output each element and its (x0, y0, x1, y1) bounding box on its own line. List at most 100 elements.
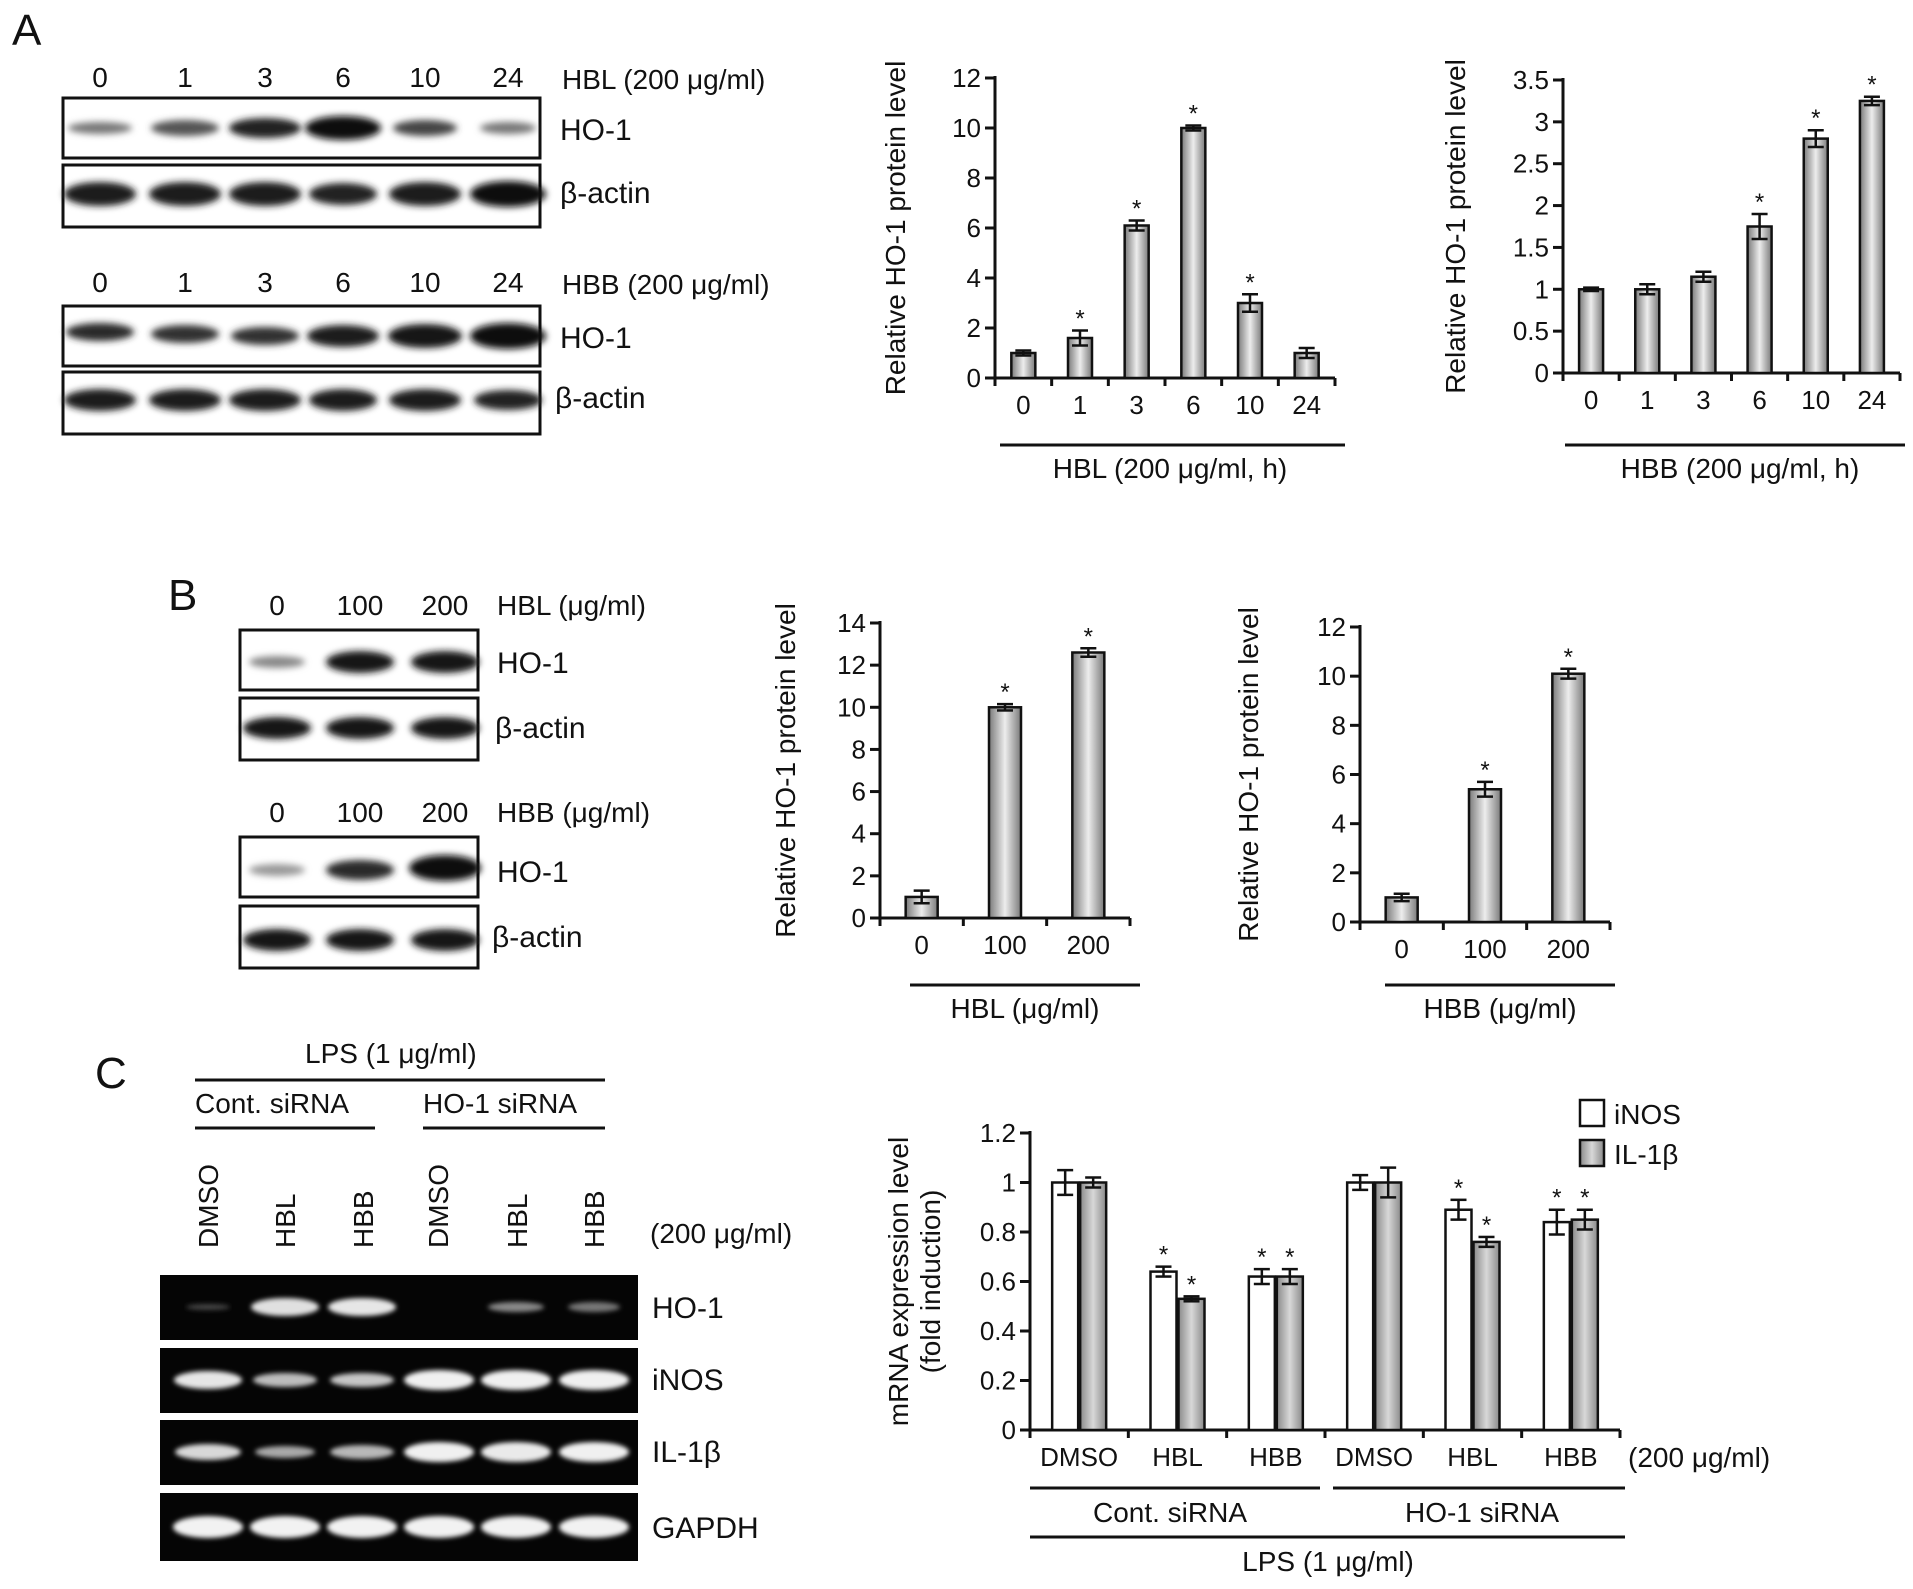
significance-star: * (1084, 623, 1093, 650)
significance-star: * (1000, 679, 1009, 706)
y-tick-label: 8 (967, 163, 981, 193)
bar (1180, 126, 1207, 380)
lane-label: 0 (92, 62, 108, 93)
x-tick-label: 100 (983, 930, 1026, 960)
y-tick-label: 2 (1332, 858, 1346, 888)
bar (1373, 1181, 1403, 1432)
gel-lane-label: HBB (579, 1190, 610, 1248)
y-axis-label: mRNA expression level (883, 1137, 914, 1426)
x-tick-label: 6 (1752, 385, 1766, 415)
x-tick-label: HBL (1152, 1442, 1203, 1472)
y-tick-label: 12 (1317, 612, 1346, 642)
y-tick-label: 3.5 (1513, 65, 1549, 95)
significance-star: * (1580, 1185, 1589, 1212)
significance-star: * (1189, 101, 1198, 128)
gel-group2: HO-1 siRNA (423, 1088, 577, 1119)
y-axis-label: Relative HO-1 protein level (1440, 59, 1471, 394)
y-axis-label: Relative HO-1 protein level (1233, 607, 1264, 942)
x-tick-label: 1 (1640, 385, 1654, 415)
y-tick-label: 8 (852, 734, 866, 764)
x-tick-label: 3 (1696, 385, 1710, 415)
y-tick-label: 12 (952, 63, 981, 93)
gel-lane-label: DMSO (423, 1164, 454, 1248)
lane-label: 0 (92, 267, 108, 298)
chart-treatment: LPS (1 μg/ml) (1242, 1546, 1414, 1577)
bar (1577, 288, 1605, 375)
y-tick-label: 2 (852, 861, 866, 891)
y-tick-label: 0 (1332, 907, 1346, 937)
bar (1690, 275, 1717, 375)
blot-row-label: HO-1 (560, 114, 632, 147)
lane-label: 100 (337, 797, 384, 828)
bar (1634, 288, 1661, 375)
significance-star: * (1867, 72, 1876, 99)
blot-row-label: β-actin (555, 382, 646, 415)
legend-label: IL-1β (1614, 1139, 1678, 1170)
y-tick-label: 3 (1535, 107, 1549, 137)
gel-row-label: IL-1β (652, 1436, 721, 1469)
bar (1247, 1275, 1277, 1432)
x-tick-label: 24 (1857, 385, 1886, 415)
x-tick-label: HBL (1447, 1442, 1498, 1472)
blot-bands (68, 116, 536, 140)
lane-label: 1 (177, 267, 193, 298)
y-axis-label: (fold induction) (915, 1190, 946, 1374)
gel-row-label: iNOS (652, 1364, 724, 1397)
x-tick-label: DMSO (1040, 1442, 1118, 1472)
lane-label: 1 (177, 62, 193, 93)
lane-label: 3 (257, 267, 273, 298)
y-tick-label: 0.2 (980, 1366, 1016, 1396)
significance-star: * (1482, 1212, 1491, 1239)
blot-b-hbb: 0 100 200 HBB (μg/ml) HO-1 β-actin (238, 797, 650, 970)
x-tick-label: 6 (1186, 390, 1200, 420)
y-tick-label: 1.2 (980, 1118, 1016, 1148)
gel-lane-label: DMSO (193, 1164, 224, 1248)
lane-label: 0 (269, 590, 285, 621)
significance-star: * (1132, 196, 1141, 223)
x-tick-label: 0 (914, 930, 928, 960)
gel-row-label: HO-1 (652, 1292, 724, 1325)
blot-box (61, 304, 542, 368)
blot-row-label: β-actin (560, 177, 651, 210)
chart-x-caption: HBB (200 μg/ml, h) (1621, 453, 1860, 484)
x-tick-label: HBB (1544, 1442, 1597, 1472)
blot-b-hbl: 0 100 200 HBL (μg/ml) HO-1 β-actin (238, 590, 646, 762)
gel-dose: (200 μg/ml) (650, 1218, 792, 1249)
blot-bands (243, 929, 479, 951)
blot-condition: HBB (μg/ml) (497, 797, 650, 828)
y-tick-label: 2.5 (1513, 149, 1549, 179)
significance-star: * (1755, 189, 1764, 216)
y-tick-label: 0.5 (1513, 316, 1549, 346)
legend-label: iNOS (1614, 1099, 1681, 1130)
chart-x-caption: HBL (200 μg/ml, h) (1053, 453, 1288, 484)
y-tick-label: 0.4 (980, 1316, 1016, 1346)
bar (1123, 224, 1150, 380)
bar (1050, 1181, 1080, 1432)
bar (1746, 225, 1773, 375)
y-tick-label: 6 (852, 777, 866, 807)
gel-lane-label: HBL (502, 1194, 533, 1248)
y-tick-label: 4 (852, 819, 866, 849)
blot-bands (249, 651, 479, 673)
x-tick-label: 24 (1292, 390, 1321, 420)
gel-bands (174, 1370, 629, 1390)
lane-label: 6 (335, 267, 351, 298)
y-tick-label: 6 (967, 213, 981, 243)
bar (1467, 788, 1503, 924)
bar (1078, 1181, 1108, 1432)
blot-bands (243, 717, 479, 739)
bar (1177, 1297, 1206, 1432)
gel-c: LPS (1 μg/ml) Cont. siRNA HO-1 siRNA DMS… (160, 1038, 792, 1561)
x-tick-label: DMSO (1335, 1442, 1413, 1472)
blot-condition: HBB (200 μg/ml) (562, 269, 770, 300)
bar (1858, 99, 1886, 375)
chart-x-caption: HBB (μg/ml) (1423, 993, 1576, 1024)
blot-condition: HBL (μg/ml) (497, 590, 646, 621)
lane-label: 10 (409, 62, 440, 93)
significance-star: * (1245, 269, 1254, 296)
lane-label: 3 (257, 62, 273, 93)
y-tick-label: 0.6 (980, 1267, 1016, 1297)
y-tick-label: 4 (1332, 809, 1346, 839)
y-tick-label: 0.8 (980, 1217, 1016, 1247)
chart-group1: Cont. siRNA (1093, 1497, 1247, 1528)
